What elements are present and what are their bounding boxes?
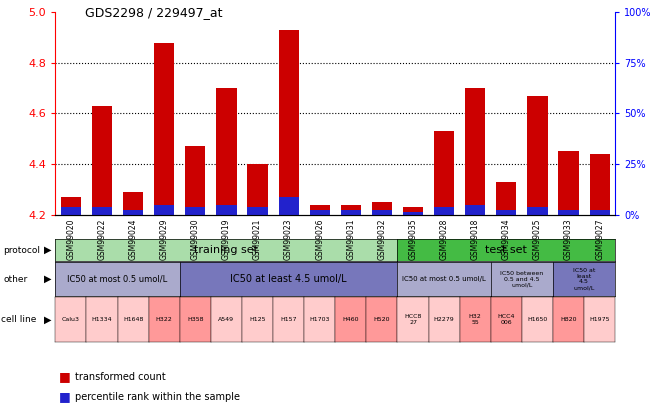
- Bar: [340, 210, 361, 215]
- Text: GSM99025: GSM99025: [533, 219, 542, 260]
- Bar: [310, 210, 330, 215]
- Bar: [372, 202, 392, 215]
- Text: GSM99029: GSM99029: [159, 219, 169, 260]
- Text: H1650: H1650: [527, 317, 547, 322]
- Text: H322: H322: [156, 317, 173, 322]
- Text: GSM99035: GSM99035: [409, 219, 417, 260]
- Text: GDS2298 / 229497_at: GDS2298 / 229497_at: [85, 6, 222, 19]
- Bar: [403, 212, 423, 215]
- Text: ■: ■: [59, 370, 70, 383]
- Bar: [61, 207, 81, 215]
- Text: other: other: [3, 275, 27, 284]
- Bar: [92, 106, 112, 215]
- Bar: [590, 154, 610, 215]
- Bar: [465, 205, 486, 215]
- Text: H125: H125: [249, 317, 266, 322]
- Text: GSM99030: GSM99030: [191, 219, 200, 260]
- Text: A549: A549: [218, 317, 234, 322]
- Text: HCC4
006: HCC4 006: [497, 314, 515, 325]
- Bar: [465, 88, 486, 215]
- Text: GSM99022: GSM99022: [98, 219, 107, 260]
- Text: GSM99034: GSM99034: [502, 219, 511, 260]
- Text: percentile rank within the sample: percentile rank within the sample: [75, 392, 240, 402]
- Bar: [372, 210, 392, 215]
- Bar: [496, 182, 516, 215]
- Bar: [434, 131, 454, 215]
- Bar: [527, 207, 547, 215]
- Text: H358: H358: [187, 317, 204, 322]
- Text: H1334: H1334: [92, 317, 113, 322]
- Text: training set: training set: [195, 245, 258, 255]
- Text: GSM99032: GSM99032: [378, 219, 387, 260]
- Text: ■: ■: [59, 390, 70, 403]
- Text: ▶: ▶: [44, 315, 52, 324]
- Text: IC50 at most 0.5 umol/L: IC50 at most 0.5 umol/L: [68, 275, 168, 284]
- Bar: [185, 207, 206, 215]
- Bar: [559, 210, 579, 215]
- Bar: [92, 207, 112, 215]
- Text: H157: H157: [281, 317, 297, 322]
- Text: transformed count: transformed count: [75, 372, 165, 382]
- Text: IC50 at most 0.5 umol/L: IC50 at most 0.5 umol/L: [402, 276, 486, 282]
- Text: GSM99026: GSM99026: [315, 219, 324, 260]
- Text: GSM99021: GSM99021: [253, 219, 262, 260]
- Text: HCC8
27: HCC8 27: [404, 314, 422, 325]
- Text: H1975: H1975: [589, 317, 610, 322]
- Text: GSM99027: GSM99027: [595, 219, 604, 260]
- Bar: [247, 164, 268, 215]
- Bar: [310, 205, 330, 215]
- Text: H32
55: H32 55: [469, 314, 482, 325]
- Bar: [559, 151, 579, 215]
- Bar: [590, 210, 610, 215]
- Text: H520: H520: [374, 317, 390, 322]
- Text: H820: H820: [561, 317, 577, 322]
- Bar: [527, 96, 547, 215]
- Text: IC50 at
least
4.5
umol/L: IC50 at least 4.5 umol/L: [573, 268, 595, 290]
- Bar: [61, 197, 81, 215]
- Bar: [216, 88, 236, 215]
- Text: GSM99033: GSM99033: [564, 219, 573, 260]
- Text: GSM99018: GSM99018: [471, 219, 480, 260]
- Text: test set: test set: [486, 245, 527, 255]
- Text: ▶: ▶: [44, 274, 52, 284]
- Text: cell line: cell line: [1, 315, 36, 324]
- Bar: [279, 30, 299, 215]
- Text: H2279: H2279: [434, 317, 454, 322]
- Text: protocol: protocol: [3, 245, 40, 255]
- Bar: [340, 205, 361, 215]
- Text: GSM99020: GSM99020: [66, 219, 76, 260]
- Bar: [154, 43, 174, 215]
- Bar: [216, 205, 236, 215]
- Text: GSM99023: GSM99023: [284, 219, 293, 260]
- Text: GSM99028: GSM99028: [439, 219, 449, 260]
- Bar: [434, 207, 454, 215]
- Bar: [403, 207, 423, 215]
- Text: H460: H460: [342, 317, 359, 322]
- Bar: [123, 210, 143, 215]
- Text: H1648: H1648: [123, 317, 143, 322]
- Text: IC50 at least 4.5 umol/L: IC50 at least 4.5 umol/L: [230, 274, 347, 284]
- Text: H1703: H1703: [309, 317, 330, 322]
- Bar: [496, 210, 516, 215]
- Bar: [279, 197, 299, 215]
- Text: GSM99019: GSM99019: [222, 219, 231, 260]
- Text: Calu3: Calu3: [62, 317, 80, 322]
- Bar: [247, 207, 268, 215]
- Bar: [123, 192, 143, 215]
- Text: ▶: ▶: [44, 245, 52, 255]
- Text: GSM99024: GSM99024: [129, 219, 137, 260]
- Text: GSM99031: GSM99031: [346, 219, 355, 260]
- Bar: [185, 146, 206, 215]
- Text: IC50 between
0.5 and 4.5
umol/L: IC50 between 0.5 and 4.5 umol/L: [500, 271, 544, 287]
- Bar: [154, 205, 174, 215]
